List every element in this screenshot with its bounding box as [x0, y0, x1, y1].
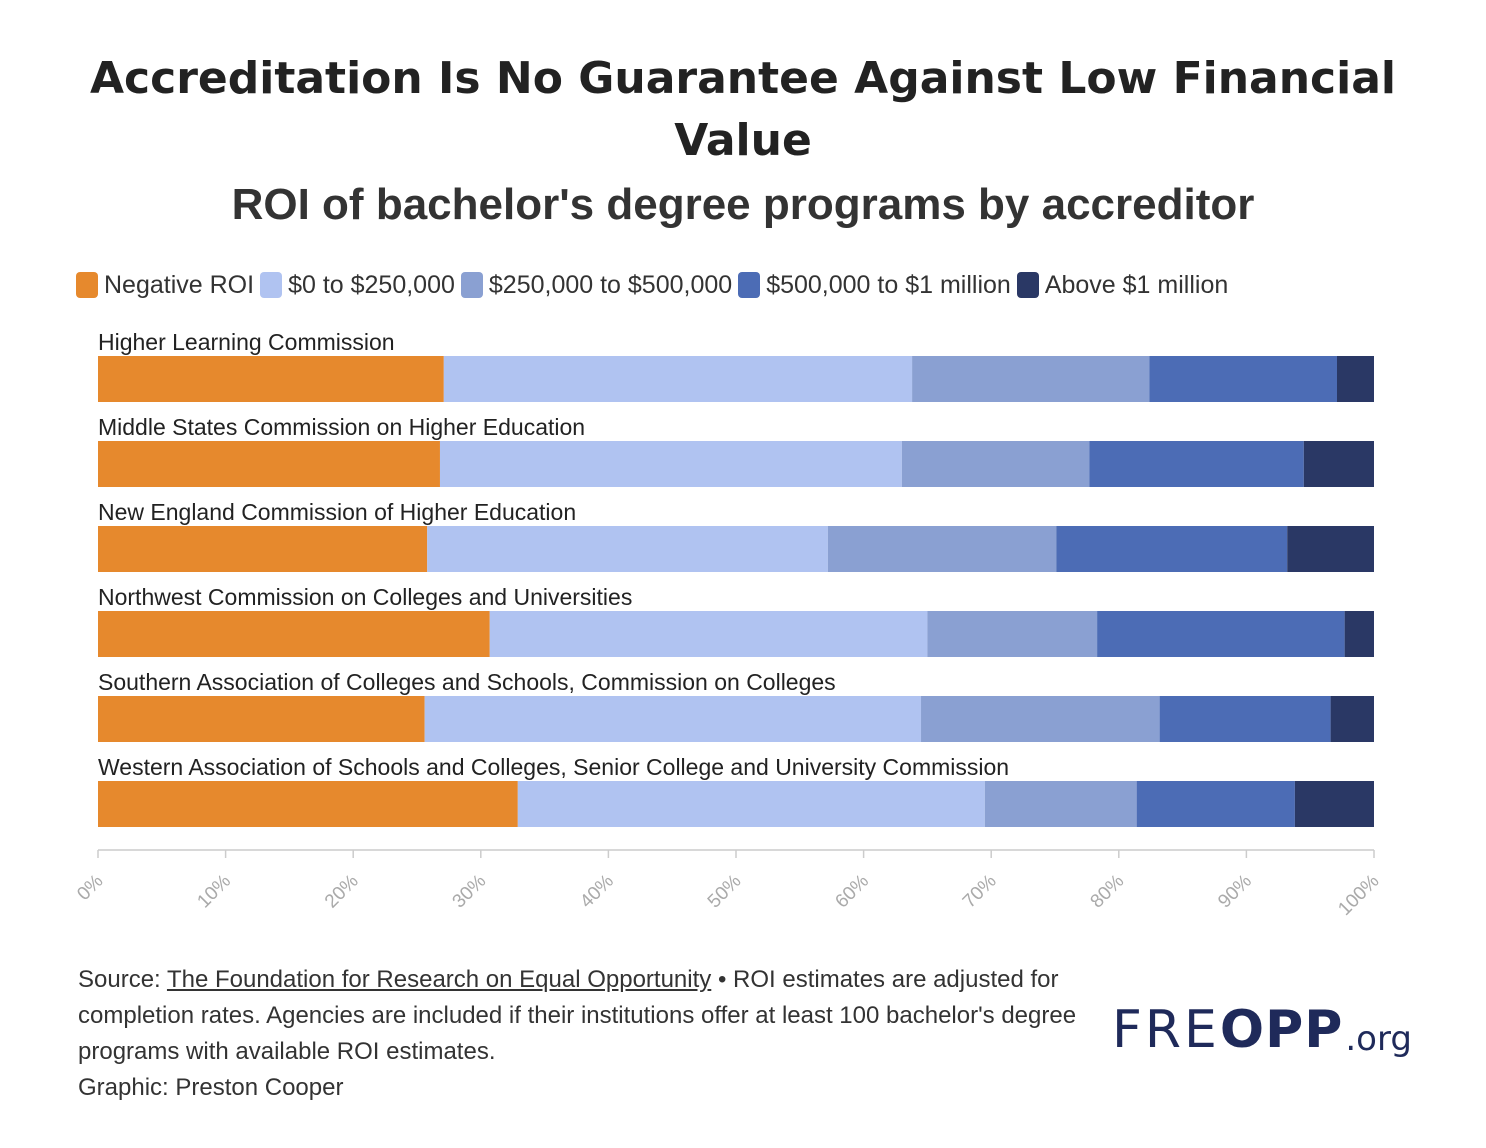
- bar-segment[interactable]: [927, 611, 1098, 657]
- graphic-credit: Graphic: Preston Cooper: [78, 1074, 344, 1101]
- x-tick-label: 40%: [576, 871, 618, 913]
- x-tick-label: 60%: [831, 871, 873, 913]
- bar-segment[interactable]: [901, 441, 1090, 487]
- chart-title-line-2: Value: [674, 115, 812, 166]
- bar-segment[interactable]: [912, 356, 1150, 402]
- bar-segment[interactable]: [424, 696, 922, 742]
- bar-segment[interactable]: [443, 356, 913, 402]
- legend-swatch: [1016, 272, 1039, 298]
- legend-item-0-to-250k[interactable]: $0 to $250,000: [260, 271, 455, 300]
- bar-segment[interactable]: [1330, 696, 1374, 742]
- chart-footer: Source: The Foundation for Research on E…: [78, 962, 1118, 1106]
- logo-text-opp: OPP: [1219, 1000, 1344, 1060]
- x-tick-label: 100%: [1334, 871, 1383, 920]
- legend-label: $0 to $250,000: [288, 270, 455, 299]
- legend-swatch: [460, 272, 483, 298]
- bar-segment[interactable]: [517, 781, 985, 827]
- bar-segment[interactable]: [1149, 356, 1337, 402]
- legend-item-250k-to-500k[interactable]: $250,000 to $500,000: [460, 270, 733, 300]
- bar-segment[interactable]: [98, 611, 490, 657]
- bar-segment[interactable]: [427, 526, 828, 572]
- chart-title-line-1: Accreditation Is No Guarantee Against Lo…: [89, 53, 1396, 104]
- x-tick-label: 50%: [704, 871, 746, 913]
- bar-segment[interactable]: [1159, 696, 1331, 742]
- bar-segment[interactable]: [1303, 441, 1374, 487]
- source-note: • ROI estimates are adjusted for complet…: [78, 966, 1077, 1065]
- bar-segment[interactable]: [1344, 611, 1374, 657]
- chart-title: Accreditation Is No Guarantee Against Lo…: [0, 48, 1486, 172]
- bar-segment[interactable]: [1294, 781, 1374, 827]
- category-label: New England Commission of Higher Educati…: [98, 499, 576, 525]
- source-link[interactable]: The Foundation for Research on Equal Opp…: [166, 966, 712, 993]
- logo-text-org: .org: [1345, 1019, 1412, 1059]
- legend: Negative ROI $0 to $250,000 $250,000 to …: [76, 268, 1228, 302]
- bar-segment[interactable]: [1097, 611, 1345, 657]
- stacked-bar-chart: Higher Learning Commission Middle States …: [73, 329, 1383, 920]
- bar-segment[interactable]: [98, 781, 518, 827]
- category-label: Southern Association of Colleges and Sch…: [98, 669, 836, 695]
- bar-segment[interactable]: [98, 356, 444, 402]
- bar-segment[interactable]: [489, 611, 928, 657]
- bar-segment[interactable]: [1136, 781, 1295, 827]
- bar-segment[interactable]: [98, 696, 425, 742]
- legend-swatch: [738, 272, 761, 298]
- legend-item-above-1m[interactable]: Above $1 million: [1016, 270, 1229, 300]
- legend-item-500k-to-1m[interactable]: $500,000 to $1 million: [738, 271, 1011, 300]
- x-tick-label: 0%: [73, 871, 107, 905]
- bar-segment[interactable]: [98, 441, 440, 487]
- legend-item-negative-roi[interactable]: Negative ROI: [76, 271, 254, 300]
- category-label: Higher Learning Commission: [98, 329, 395, 355]
- x-tick-label: 90%: [1214, 871, 1256, 913]
- legend-label: Above $1 million: [1044, 270, 1229, 299]
- source-prefix: Source:: [78, 966, 167, 993]
- bar-segment[interactable]: [1089, 441, 1304, 487]
- bar-segment[interactable]: [921, 696, 1160, 742]
- category-label: Middle States Commission on Higher Educa…: [98, 414, 585, 440]
- x-tick-label: 20%: [321, 871, 363, 913]
- bar-segment[interactable]: [1056, 526, 1288, 572]
- legend-swatch: [260, 272, 283, 298]
- x-tick-label: 30%: [449, 871, 491, 913]
- freopp-logo: FRE OPP .org: [1112, 998, 1412, 1062]
- x-tick-label: 70%: [959, 871, 1001, 913]
- legend-swatch: [76, 272, 98, 298]
- logo-text-fre: FRE: [1112, 1000, 1220, 1060]
- bar-segment[interactable]: [439, 441, 902, 487]
- legend-label: $500,000 to $1 million: [766, 270, 1011, 299]
- bar-segment[interactable]: [984, 781, 1137, 827]
- chart-subtitle: ROI of bachelor's degree programs by acc…: [231, 180, 1255, 229]
- legend-label: Negative ROI: [104, 270, 255, 299]
- x-tick-label: 80%: [1087, 871, 1129, 913]
- bar-segment[interactable]: [1287, 526, 1374, 572]
- bar-segment[interactable]: [1336, 356, 1374, 402]
- bar-segment[interactable]: [98, 526, 428, 572]
- legend-label: $250,000 to $500,000: [488, 270, 733, 299]
- category-label: Northwest Commission on Colleges and Uni…: [98, 584, 632, 610]
- bar-segment[interactable]: [827, 526, 1057, 572]
- x-tick-label: 10%: [193, 871, 235, 913]
- category-label: Western Association of Schools and Colle…: [98, 754, 1009, 780]
